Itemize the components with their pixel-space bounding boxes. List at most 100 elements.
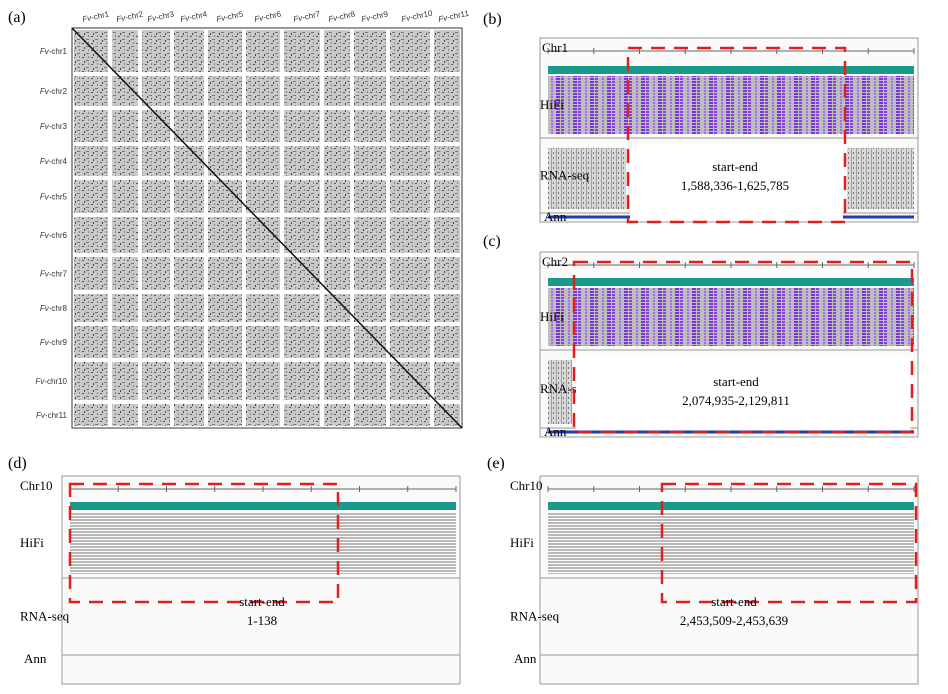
y-chromosome-label: Fv-chr9 <box>40 338 68 347</box>
region-coordinates: 2,074,935-2,129,811 <box>682 393 790 408</box>
dotplot-block <box>246 294 280 322</box>
y-chromosome-label: Fv-chr8 <box>40 304 68 313</box>
dotplot-block <box>74 110 108 142</box>
dotplot-block <box>354 76 386 106</box>
x-chromosome-label: Fv-chr5 <box>216 9 245 24</box>
dotplot-block <box>324 326 350 358</box>
region-coordinates: 1-138 <box>247 613 277 628</box>
dotplot-block <box>434 217 460 253</box>
dotplot-block <box>174 326 204 358</box>
dotplot-block <box>324 30 350 72</box>
dotplot-block <box>284 257 320 290</box>
dotplot-block <box>324 404 350 426</box>
dotplot-diagonal <box>71 27 463 429</box>
dotplot-block <box>208 217 242 253</box>
dotplot-block <box>434 76 460 106</box>
dotplot-block <box>354 257 386 290</box>
x-chromosome-label: Fv-chr7 <box>293 9 322 24</box>
chrom-label: Chr2 <box>542 254 568 269</box>
rna-reads <box>548 360 572 424</box>
dotplot-block <box>390 76 430 106</box>
igv-frame <box>61 475 461 685</box>
dotplot-block <box>390 294 430 322</box>
chrom-label: Chr10 <box>510 478 543 493</box>
track-label: Ann <box>544 424 567 439</box>
dotplot-block <box>208 326 242 358</box>
dotplot-block <box>434 294 460 322</box>
igv-panel: (b) Chr1 HiFi RNA-seq Ann start-end 1,588,336-… <box>483 11 919 224</box>
y-chromosome-label: Fv-chr3 <box>40 122 68 131</box>
y-chromosome-label: Fv-chr1 <box>40 47 68 56</box>
track-label: RNA-seq <box>510 609 560 624</box>
dotplot-block <box>284 146 320 176</box>
igv-panel: (d) Chr10 HiFi RNA-seq Ann start-end 1-138 <box>8 455 461 685</box>
igv-panel: (e) Chr10 HiFi RNA-seq Ann start-end 2,453,509… <box>487 455 919 685</box>
dotplot-block <box>390 146 430 176</box>
track-label: HiFi <box>20 535 44 550</box>
dotplot-block <box>324 76 350 106</box>
dotplot-block <box>324 110 350 142</box>
coverage-track <box>548 66 914 74</box>
dotplot-block <box>246 76 280 106</box>
dotplot-block <box>284 110 320 142</box>
dotplot-block <box>142 146 170 176</box>
dotplot-block <box>354 362 386 400</box>
dotplot-block <box>142 110 170 142</box>
dotplot-block <box>112 146 138 176</box>
y-chromosome-label: Fv-chr2 <box>40 87 68 96</box>
x-chromosome-label: Fv-chr2 <box>116 9 145 24</box>
x-chromosome-label: Fv-chr6 <box>254 9 283 24</box>
dotplot-block <box>434 180 460 213</box>
dotplot-block <box>74 76 108 106</box>
y-chromosome-label: Fv-chr5 <box>40 193 68 202</box>
x-chromosome-label: Fv-chr9 <box>361 9 390 24</box>
track-label: Ann <box>544 209 567 224</box>
dotplot-block <box>74 146 108 176</box>
dotplot-block <box>434 362 460 400</box>
dotplot-block <box>390 110 430 142</box>
dotplot-block <box>174 362 204 400</box>
dotplot-block <box>142 404 170 426</box>
dotplot-block <box>354 110 386 142</box>
dotplot-block <box>434 257 460 290</box>
y-chromosome-label: Fv-chr4 <box>40 157 68 166</box>
dotplot-block <box>112 326 138 358</box>
dotplot-block <box>246 110 280 142</box>
dotplot-block <box>174 180 204 213</box>
region-title: start-end <box>713 374 759 389</box>
dotplot-block <box>324 180 350 213</box>
track-label: Ann <box>24 651 47 666</box>
chrom-label: Chr1 <box>542 40 568 55</box>
track-label: HiFi <box>540 97 564 112</box>
rna-reads <box>847 148 914 209</box>
dotplot-block <box>142 362 170 400</box>
dotplot-block <box>434 326 460 358</box>
dotplot-block <box>284 326 320 358</box>
dotplot-block <box>174 30 204 72</box>
dotplot-block <box>324 217 350 253</box>
region-coordinates: 1,588,336-1,625,785 <box>681 178 789 193</box>
dotplot-block <box>74 30 108 72</box>
dotplot-block <box>284 30 320 72</box>
x-chromosome-label: Fv-chr3 <box>147 9 176 24</box>
dotplot-block <box>74 326 108 358</box>
dotplot-block <box>390 326 430 358</box>
dotplot-block <box>434 404 460 426</box>
dotplot-block <box>434 146 460 176</box>
dotplot-block <box>324 294 350 322</box>
dotplot-block <box>390 217 430 253</box>
dotplot-block <box>284 294 320 322</box>
rna-reads <box>548 148 626 209</box>
x-chromosome-label: Fv-chr10 <box>401 8 434 23</box>
track-label: HiFi <box>540 309 564 324</box>
dotplot-block <box>354 404 386 426</box>
dotplot-block <box>208 110 242 142</box>
region-coordinates: 2,453,509-2,453,639 <box>680 613 788 628</box>
dotplot-block <box>174 76 204 106</box>
dotplot-block <box>434 30 460 72</box>
coverage-track <box>548 278 914 286</box>
dotplot-block <box>390 30 430 72</box>
dotplot-block <box>354 180 386 213</box>
dotplot-block <box>390 362 430 400</box>
